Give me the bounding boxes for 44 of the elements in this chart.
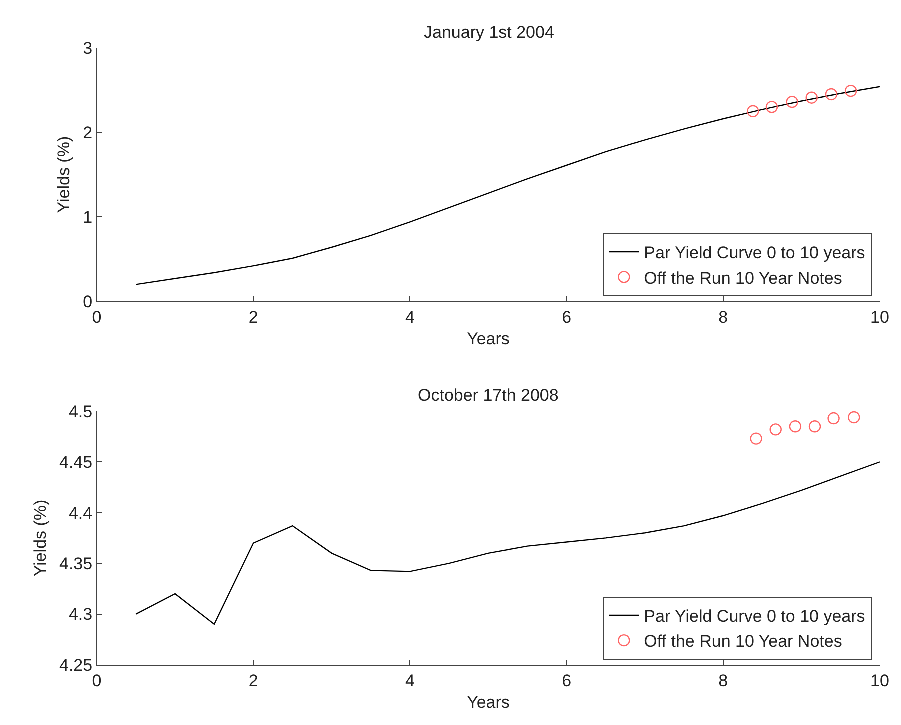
y-tick-label: 2 bbox=[83, 123, 93, 142]
y-axis-title: Yields (%) bbox=[31, 500, 50, 577]
legend-label: Par Yield Curve 0 to 10 years bbox=[644, 607, 866, 626]
x-tick-label: 10 bbox=[870, 308, 890, 327]
x-tick-label: 2 bbox=[248, 671, 258, 690]
x-tick-label: 4 bbox=[405, 308, 415, 327]
y-tick-label: 0 bbox=[83, 292, 93, 312]
legend-label: Off the Run 10 Year Notes bbox=[644, 268, 842, 288]
y-tick-label: 4.5 bbox=[68, 402, 93, 422]
chart-title: October 17th 2008 bbox=[418, 386, 559, 405]
x-tick-label: 10 bbox=[870, 671, 890, 690]
line-series bbox=[136, 462, 880, 626]
point bbox=[766, 101, 778, 114]
point bbox=[828, 412, 840, 425]
x-tick-label: 2 bbox=[248, 308, 258, 327]
point bbox=[786, 96, 798, 108]
x-tick-label: 4 bbox=[405, 671, 415, 690]
point bbox=[770, 424, 782, 436]
line-series bbox=[136, 86, 880, 286]
x-axis-title: Years bbox=[467, 692, 510, 712]
y-tick-label: 3 bbox=[83, 38, 93, 58]
y-tick-label: 4.3 bbox=[68, 605, 93, 624]
y-axis-title: Yields (%) bbox=[54, 136, 74, 214]
legend-label: Par Yield Curve 0 to 10 years bbox=[644, 244, 866, 263]
legend-label: Off the Run 10 Year Notes bbox=[644, 632, 842, 652]
x-tick-label: 8 bbox=[718, 671, 728, 690]
point bbox=[750, 432, 762, 445]
y-tick-label: 4.45 bbox=[60, 453, 93, 472]
x-tick-label: 6 bbox=[562, 671, 572, 690]
point bbox=[747, 105, 760, 118]
x-tick-label: 6 bbox=[562, 308, 572, 327]
point bbox=[808, 420, 822, 433]
y-tick-label: 4.4 bbox=[68, 504, 93, 523]
y-tick-label: 4.25 bbox=[60, 656, 93, 675]
point bbox=[848, 411, 860, 424]
x-tick-label: 8 bbox=[718, 308, 728, 327]
point bbox=[825, 88, 838, 101]
y-tick-label: 4.35 bbox=[60, 554, 93, 574]
point bbox=[844, 85, 858, 98]
point bbox=[806, 92, 818, 104]
x-axis-title: Years bbox=[467, 329, 510, 348]
chart-title: January 1st 2004 bbox=[424, 23, 554, 42]
y-tick-label: 1 bbox=[83, 208, 93, 228]
point bbox=[789, 420, 802, 433]
